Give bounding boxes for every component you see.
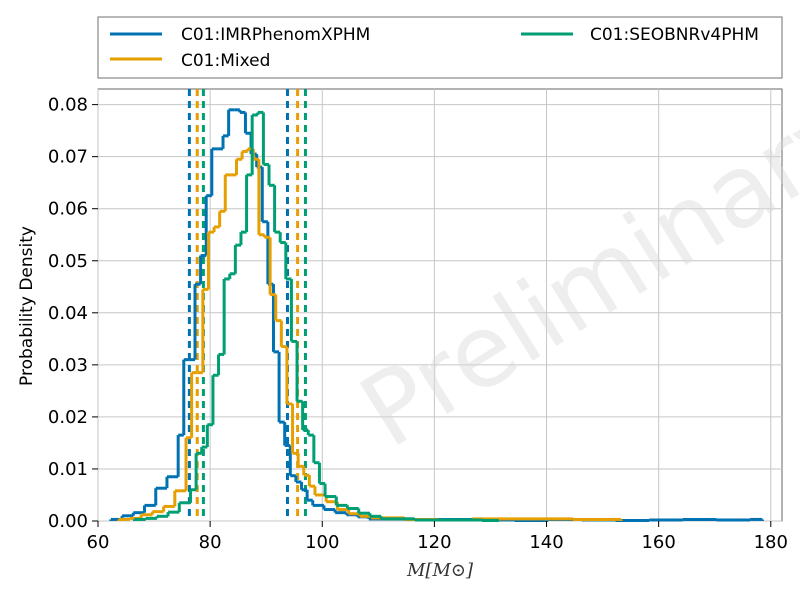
y-tick-label: 0.01 bbox=[48, 459, 88, 480]
x-axis-label: M[M⊙] bbox=[406, 560, 474, 581]
series-c01-seobnrv4phm bbox=[132, 110, 501, 522]
x-tick-label: 60 bbox=[87, 532, 110, 553]
y-tick-label: 0.00 bbox=[48, 511, 88, 532]
x-tick-label: 100 bbox=[305, 532, 339, 553]
y-axis-label: Probability Density bbox=[17, 226, 37, 386]
x-tick-label: 80 bbox=[199, 532, 222, 553]
y-tick-label: 0.07 bbox=[48, 147, 88, 168]
x-tick-label: 120 bbox=[417, 532, 451, 553]
series-c01-imrphenomxphm bbox=[109, 108, 764, 522]
axis-labels: Probability Density M[M⊙] bbox=[17, 226, 474, 581]
y-tick-label: 0.08 bbox=[48, 95, 88, 116]
legend-label-imrphenomxphm: C01:IMRPhenomXPHM bbox=[181, 25, 370, 45]
axis-ticks: 60 80 100 120 140 160 180 0.00 0.01 0.02 0.03 0.04 0… bbox=[48, 95, 788, 553]
series-c01-mixed bbox=[117, 147, 623, 522]
legend-box bbox=[97, 16, 783, 79]
y-tick-label: 0.02 bbox=[48, 407, 88, 428]
histogram-series bbox=[109, 108, 764, 522]
y-tick-label: 0.04 bbox=[48, 303, 88, 324]
x-tick-label: 180 bbox=[754, 532, 788, 553]
x-tick-label: 140 bbox=[529, 532, 563, 553]
credible-interval-lines bbox=[187, 89, 307, 521]
plot-frame bbox=[97, 88, 783, 522]
y-tick-label: 0.05 bbox=[48, 251, 88, 272]
y-tick-label: 0.06 bbox=[48, 199, 88, 220]
plot-area bbox=[97, 88, 783, 522]
legend: C01:IMRPhenomXPHM C01:Mixed C01:SEOBNRv4… bbox=[97, 16, 783, 79]
x-tick-label: 160 bbox=[641, 532, 675, 553]
legend-label-seobnrv4phm: C01:SEOBNRv4PHM bbox=[590, 25, 759, 45]
y-tick-label: 0.03 bbox=[48, 355, 88, 376]
legend-label-mixed: C01:Mixed bbox=[181, 51, 270, 71]
